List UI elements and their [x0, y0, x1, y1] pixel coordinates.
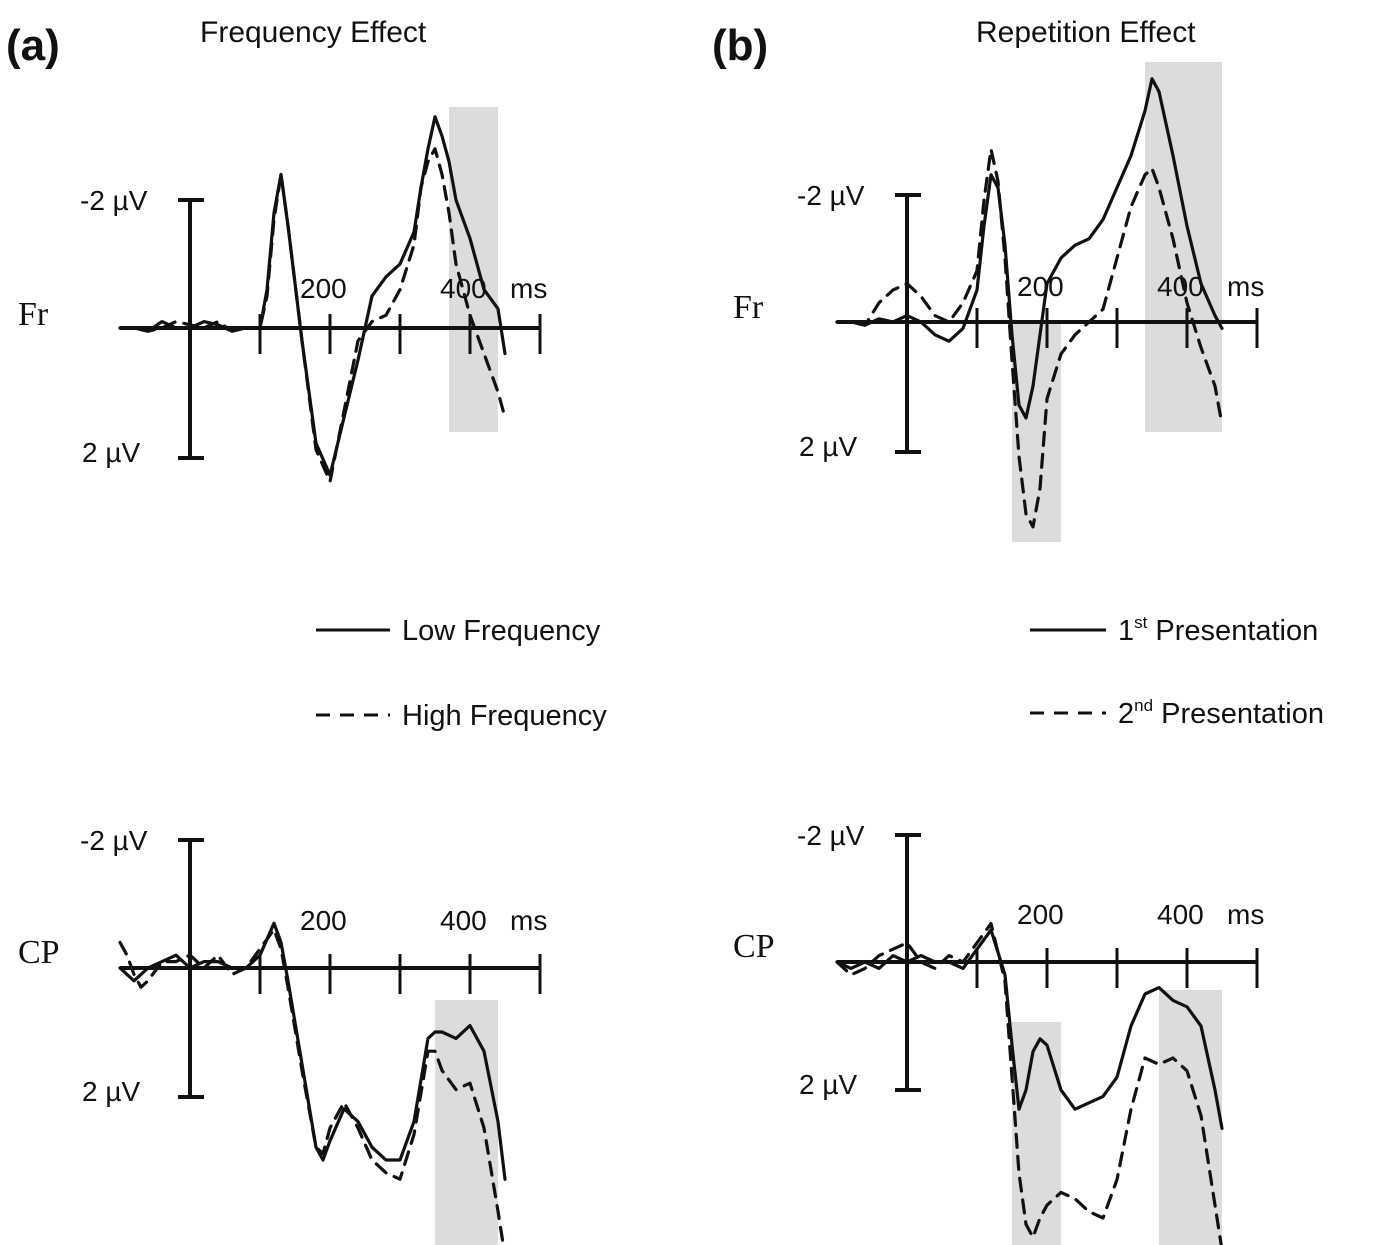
panel-b-title: Repetition Effect — [976, 16, 1196, 49]
x-tick-label-400-a-fr: 400 — [440, 273, 487, 304]
x-tick-label-400-b-cp: 400 — [1157, 899, 1204, 930]
shaded-window-a-cp-0 — [435, 1000, 498, 1245]
y-tick-label-pos-b-cp: 2 µV — [799, 1069, 857, 1100]
legend-b-solid-label: 1st Presentation — [1118, 613, 1318, 647]
legend-a-dashed-label: High Frequency — [402, 700, 607, 732]
legend-b: 1st Presentation 2nd Presentation — [1030, 613, 1324, 730]
y-tick-label-pos-a-fr: 2 µV — [82, 437, 140, 468]
y-tick-label-neg-a-cp: -2 µV — [80, 825, 148, 856]
shaded-window-a-fr-0 — [449, 107, 498, 432]
x-tick-label-200-a-cp: 200 — [300, 905, 347, 936]
x-tick-label-400-a-cp: 400 — [440, 905, 487, 936]
x-axis-unit-b-fr: ms — [1227, 271, 1264, 302]
legend-b-dashed-num: 2 — [1118, 698, 1134, 730]
legend-b-dashed-label: 2nd Presentation — [1118, 696, 1324, 730]
y-tick-label-pos-a-cp: 2 µV — [82, 1076, 140, 1107]
plot-a-cp: CP -2 µV 2 µV 200 400 ms — [18, 825, 547, 1245]
plot-b-cp: CP -2 µV 2 µV 200 400 ms — [733, 820, 1264, 1245]
plot-a-fr: Fr -2 µV 2 µV 200 400 ms — [18, 107, 547, 484]
series-dashed-b-fr — [835, 147, 1224, 529]
x-tick-label-200-a-fr: 200 — [300, 273, 347, 304]
shaded-window-b-cp-0 — [1012, 1022, 1061, 1245]
legend-a-solid-label: Low Frequency — [402, 615, 601, 647]
series-solid-b-fr — [835, 77, 1224, 420]
series-dashed-a-cp — [118, 927, 505, 1245]
y-tick-label-neg-a-fr: -2 µV — [80, 185, 148, 216]
y-tick-label-pos-b-fr: 2 µV — [799, 431, 857, 462]
site-label-b-fr: Fr — [733, 289, 764, 326]
series-solid-b-cp — [835, 928, 1224, 1131]
x-tick-label-200-b-fr: 200 — [1017, 271, 1064, 302]
x-axis-unit-a-fr: ms — [510, 273, 547, 304]
panel-a-letter: (a) — [6, 21, 60, 70]
x-tick-label-200-b-cp: 200 — [1017, 899, 1064, 930]
site-label-a-cp: CP — [18, 934, 60, 971]
y-tick-label-neg-b-cp: -2 µV — [797, 820, 865, 851]
y-tick-label-neg-b-fr: -2 µV — [797, 180, 865, 211]
legend-b-dashed-sup: nd — [1134, 696, 1153, 715]
site-label-b-cp: CP — [733, 928, 775, 965]
legend-b-solid-rest: Presentation — [1147, 615, 1318, 647]
shaded-window-b-fr-1 — [1145, 62, 1222, 432]
series-dashed-b-cp — [835, 921, 1223, 1245]
x-axis-unit-b-cp: ms — [1227, 899, 1264, 930]
shaded-window-b-cp-1 — [1159, 990, 1222, 1245]
series-dashed-a-fr — [118, 147, 507, 484]
legend-b-solid-sup: st — [1134, 613, 1148, 632]
panel-a-title: Frequency Effect — [200, 16, 427, 49]
legend-b-solid-num: 1 — [1118, 615, 1134, 647]
panel-b-letter: (b) — [712, 21, 768, 70]
legend-a: Low Frequency High Frequency — [316, 615, 607, 732]
site-label-a-fr: Fr — [18, 296, 49, 333]
legend-b-dashed-rest: Presentation — [1153, 698, 1324, 730]
x-axis-unit-a-cp: ms — [510, 905, 547, 936]
